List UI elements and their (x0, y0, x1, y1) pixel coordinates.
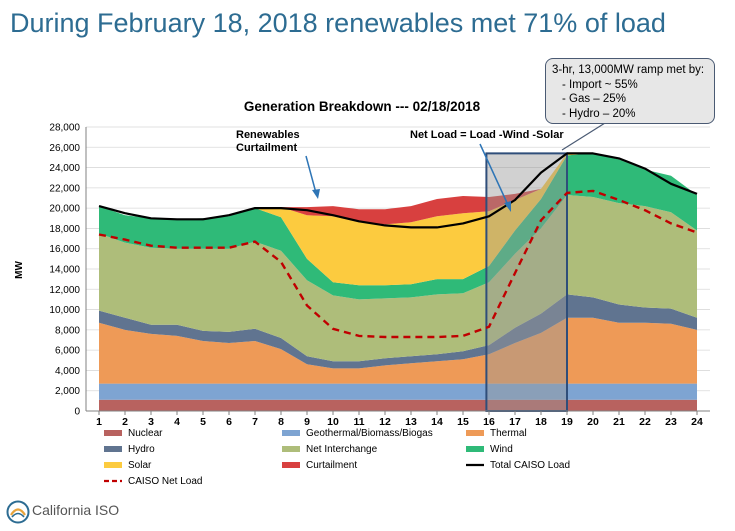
x-tick-label: 10 (327, 416, 339, 428)
curtailment-annotation-line1: Renewables (236, 129, 300, 141)
curtailment-arrow (305, 155, 317, 194)
x-tick-label: 15 (457, 416, 469, 428)
legend-nuclear-label: Nuclear (128, 428, 163, 439)
area-curtailment (99, 153, 697, 225)
legend-wind-label: Wind (490, 444, 513, 455)
x-tick-label: 7 (252, 416, 258, 428)
x-tick-label: 23 (665, 416, 677, 428)
net-load-arrow-head (504, 201, 511, 212)
legend-thermal-swatch (466, 430, 484, 436)
logo-text: California ISO (32, 502, 120, 518)
legend-total-caiso-load-label: Total CAISO Load (490, 460, 570, 471)
california-iso-logo-icon (6, 500, 30, 524)
y-axis-label: MW (14, 261, 25, 279)
area-nuclear (99, 399, 697, 411)
x-tick-label: 9 (304, 416, 310, 428)
area-geothermal-biomass-biogas (99, 383, 697, 400)
x-tick-label: 3 (148, 416, 154, 428)
y-tick-label: 20,000 (49, 204, 80, 215)
legend: Nuclear Geothermal/Biomass/Biogas Thermal H… (104, 428, 570, 487)
area-wind (99, 153, 697, 300)
annotations: Renewables Curtailment Net Load = Load -… (236, 129, 564, 154)
chart-title: Generation Breakdown --- 02/18/2018 (244, 99, 481, 114)
legend-solar-swatch (104, 462, 122, 468)
y-tick-label: 4,000 (55, 366, 80, 377)
load-lines (98, 122, 698, 339)
callout-item-hydro: - Hydro – 20% (562, 107, 636, 120)
y-tick-label: 14,000 (49, 265, 80, 276)
ramp-highlight-box (485, 152, 568, 412)
legend-curtailment-label: Curtailment (306, 460, 357, 471)
area-net-interchange (99, 195, 697, 362)
x-tick-label: 5 (200, 416, 206, 428)
ramp-callout: 3-hr, 13,000MW ramp met by: - Import ~ 5… (545, 58, 715, 124)
x-tick-label: 24 (691, 416, 703, 428)
x-tick-label: 2 (122, 416, 128, 428)
line-total-caiso-load (98, 152, 698, 229)
legend-solar-label: Solar (128, 460, 152, 471)
callout-title: 3-hr, 13,000MW ramp met by: (552, 64, 705, 76)
net-load-arrow (479, 143, 509, 206)
callout-item-import: - Import ~ 55% (562, 78, 638, 91)
x-tick-label: 4 (174, 416, 180, 428)
y-tick-label: 18,000 (49, 224, 80, 235)
x-tick-label: 12 (379, 416, 391, 428)
y-tick-label: 6,000 (55, 346, 80, 357)
area-solar (99, 153, 697, 286)
callout-pointer (561, 122, 606, 151)
y-tick-label: 10,000 (49, 305, 80, 316)
x-tick-label: 18 (535, 416, 547, 428)
x-tick-label: 6 (226, 416, 232, 428)
callout-item-gas: - Gas – 25% (562, 93, 626, 105)
x-tick-label: 20 (587, 416, 599, 428)
legend-curtailment-swatch (282, 462, 300, 468)
x-tick-label: 19 (561, 416, 573, 428)
y-tick-label: 22,000 (49, 183, 80, 194)
legend-wind-swatch (466, 446, 484, 452)
y-tick-label: 12,000 (49, 285, 80, 296)
y-tick-label: 26,000 (49, 143, 80, 154)
y-tick-label: 16,000 (49, 244, 80, 255)
area-hydro (99, 294, 697, 369)
line-caiso-net-load (98, 189, 698, 339)
legend-hydro-label: Hydro (128, 444, 155, 455)
y-tick-label: 2,000 (55, 386, 80, 397)
curtailment-annotation-line2: Curtailment (236, 142, 297, 154)
x-tick-label: 8 (278, 416, 284, 428)
x-tick-label: 21 (613, 416, 625, 428)
legend-geothermal-biomass-biogas-swatch (282, 430, 300, 436)
legend-geothermal-biomass-biogas-label: Geothermal/Biomass/Biogas (306, 428, 433, 439)
area-thermal (99, 317, 697, 384)
page-title: During February 18, 2018 renewables met … (10, 8, 666, 38)
y-tick-label: 28,000 (49, 123, 80, 134)
stacked-areas (99, 153, 697, 411)
legend-net-interchange-label: Net Interchange (306, 444, 378, 455)
x-tick-label: 17 (509, 416, 521, 428)
y-tick-label: 24,000 (49, 163, 80, 174)
net-load-annotation: Net Load = Load -Wind -Solar (410, 129, 564, 141)
x-tick-label: 11 (353, 416, 364, 428)
ramp-highlight (485, 152, 568, 412)
x-tick-label: 1 (96, 416, 102, 428)
legend-hydro-swatch (104, 446, 122, 452)
x-tick-label: 13 (405, 416, 417, 428)
footer (0, 490, 735, 531)
y-tick-label: 0 (74, 407, 80, 418)
legend-caiso-net-load-label: CAISO Net Load (128, 476, 202, 487)
axes: 0 2,000 4,000 6,000 8,000 10,000 12,000 14,000 1… (49, 123, 710, 428)
legend-nuclear-swatch (104, 430, 122, 436)
x-tick-label: 16 (483, 416, 495, 428)
y-tick-label: 8,000 (55, 325, 80, 336)
legend-net-interchange-swatch (282, 446, 300, 452)
x-tick-label: 14 (431, 416, 443, 428)
x-tick-label: 22 (639, 416, 651, 428)
curtailment-arrow-head (312, 189, 320, 199)
legend-thermal-label: Thermal (490, 428, 527, 439)
